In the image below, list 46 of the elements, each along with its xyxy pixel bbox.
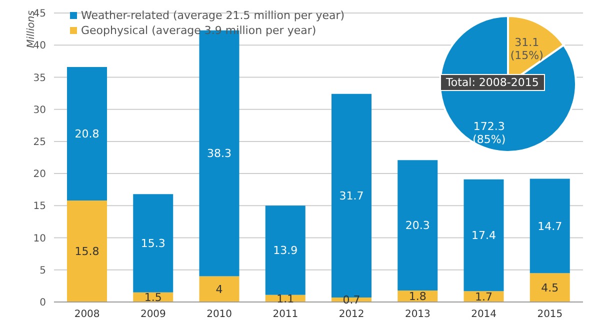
data-label: 31.1 (15%)	[510, 36, 544, 62]
y-tick-label: 30	[33, 104, 46, 116]
bar	[530, 273, 570, 302]
data-label: 1.8	[408, 290, 426, 304]
data-label: 14.7	[538, 220, 562, 233]
data-label: 13.9	[273, 244, 298, 258]
x-tick-label: 2013	[404, 309, 430, 320]
bar	[133, 194, 174, 292]
y-tick-label: 25	[33, 136, 46, 148]
data-label: 38.3	[207, 147, 232, 160]
bar	[530, 178, 570, 274]
x-tick-label: 2014	[471, 309, 497, 320]
y-tick-label: 0	[40, 298, 46, 309]
data-label: 1.1	[276, 292, 294, 306]
y-tick-label: 35	[33, 72, 46, 84]
data-label: 20.3	[405, 219, 430, 232]
bar	[464, 179, 504, 292]
x-tick-label: 2011	[272, 309, 298, 320]
data-label: 15.8	[74, 245, 100, 258]
legend-label: Weather-related (average 21.5 million per year)	[80, 8, 345, 23]
data-label: 172.3 (85%)	[472, 120, 506, 146]
data-label: 15.3	[140, 237, 166, 250]
bar	[67, 66, 107, 201]
x-tick-label: 2012	[338, 309, 364, 320]
data-label: 20.8	[74, 128, 100, 141]
x-tick-label: 2015	[537, 309, 563, 320]
x-tick-label: 2009	[140, 309, 166, 320]
data-label: 1.5	[144, 291, 162, 304]
data-label: 1.7	[475, 290, 492, 304]
bar	[199, 276, 240, 302]
bar	[265, 206, 306, 295]
x-tick-label: 2008	[74, 309, 100, 320]
y-tick-label: 40	[33, 40, 46, 52]
y-tick-label: 20	[33, 169, 46, 180]
y-tick-label: 5	[40, 265, 46, 276]
bar	[67, 200, 107, 302]
data-label: 4	[216, 283, 223, 296]
text: Total: 2008-2015	[440, 74, 545, 91]
x-tick-label: 2010	[206, 309, 232, 320]
bar	[398, 160, 438, 290]
y-tick-label: 15	[33, 201, 46, 212]
data-label: 31.7	[339, 190, 364, 203]
y-tick-label: 10	[33, 233, 46, 244]
data-label: 4.5	[541, 281, 559, 294]
data-label: 17.4	[472, 229, 496, 242]
y-tick-label: 45	[33, 8, 46, 20]
